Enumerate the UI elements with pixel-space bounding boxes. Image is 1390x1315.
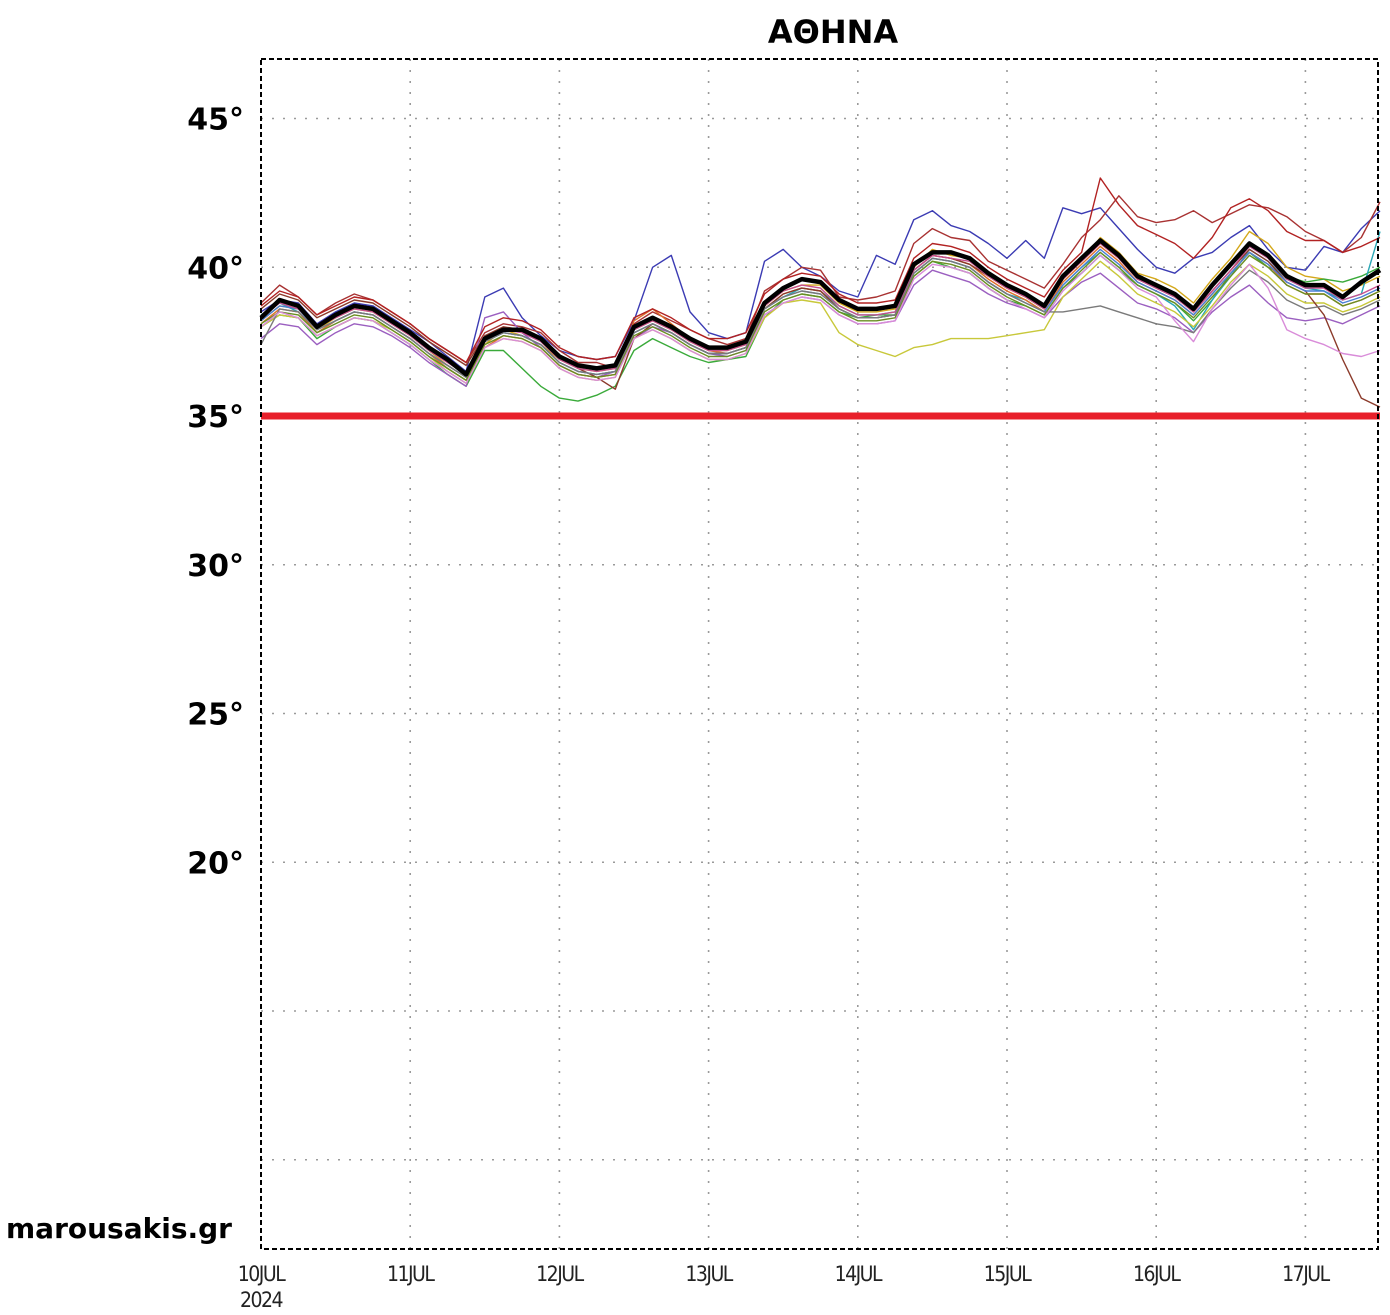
x-tick-year-label: 2024	[240, 1288, 283, 1312]
plot-frame	[260, 58, 1379, 1250]
y-tick-label: 45°	[187, 103, 244, 138]
ensemble-series	[260, 177, 1381, 408]
series-member-line-11	[260, 242, 1381, 376]
series-member-line-14	[260, 177, 1381, 364]
x-tick-label: 14JUL	[835, 1262, 883, 1286]
x-tick-label: 13JUL	[685, 1262, 733, 1286]
series-member-line-13	[260, 257, 1381, 378]
y-tick-label: 20°	[187, 846, 244, 881]
mean-layer	[259, 238, 1382, 377]
chart-title: ΑΘΗΝΑ	[768, 13, 899, 51]
x-tick-label: 16JUL	[1133, 1262, 1181, 1286]
y-tick-label: 40°	[187, 251, 244, 286]
x-tick-label: 12JUL	[536, 1262, 584, 1286]
x-tick-label: 11JUL	[387, 1262, 435, 1286]
y-tick-label: 25°	[187, 698, 244, 733]
grid-lines	[261, 59, 1378, 1249]
y-tick-label: 30°	[187, 549, 244, 584]
y-axis-tick-labels: 45° 40° 35° 30° 25° 20°	[187, 103, 244, 882]
series-member-line-15	[260, 254, 1381, 384]
x-tick-label: 15JUL	[984, 1262, 1032, 1286]
x-tick-label: 10JUL	[238, 1262, 286, 1286]
series-mean-line	[259, 238, 1382, 377]
series-member-line-12	[260, 251, 1381, 381]
watermark: marousakis.gr	[6, 1212, 232, 1245]
y-tick-label: 35°	[187, 400, 244, 435]
x-tick-label: 17JUL	[1282, 1262, 1330, 1286]
